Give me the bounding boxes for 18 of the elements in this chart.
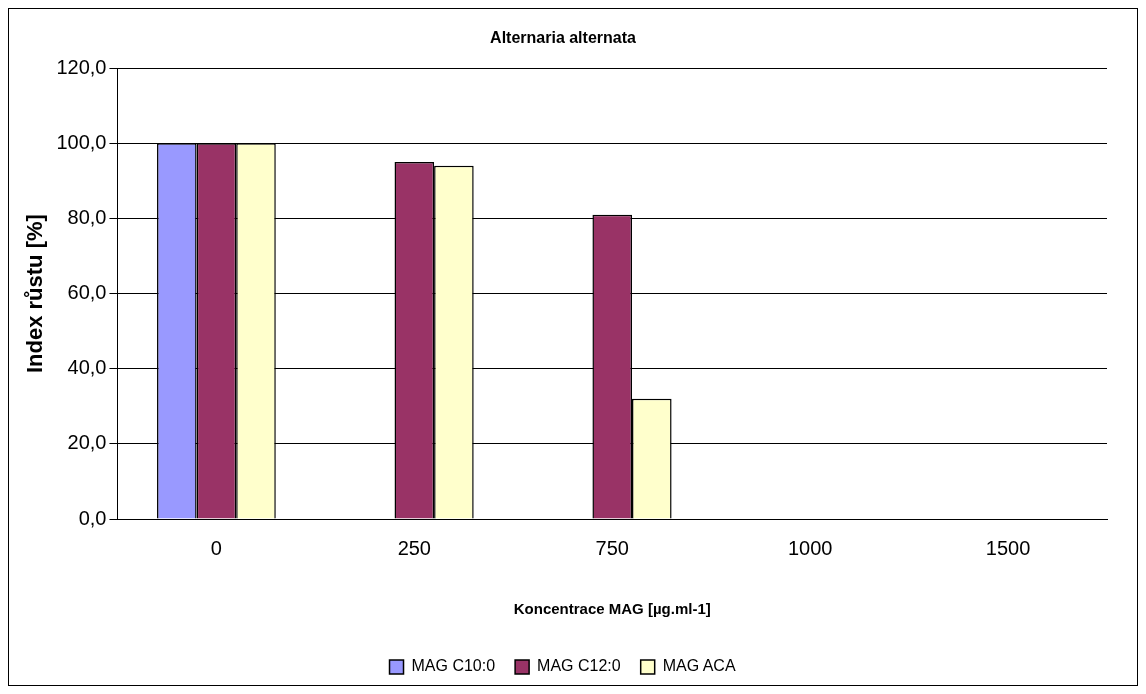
x-tick-label: 250 bbox=[397, 536, 431, 559]
y-tick-label: 120,0 bbox=[56, 55, 107, 78]
y-tick-label: 20,0 bbox=[67, 431, 107, 454]
x-axis-title: Koncentrace MAG [µg.ml-1] bbox=[513, 600, 711, 618]
x-tick-label: 1000 bbox=[787, 536, 833, 559]
y-tick-label: 100,0 bbox=[56, 130, 107, 153]
x-tick-label: 0 bbox=[210, 536, 222, 559]
y-tick-label: 80,0 bbox=[67, 205, 107, 228]
y-tick-label: 0,0 bbox=[78, 506, 107, 529]
x-tick-label: 750 bbox=[595, 536, 629, 559]
y-axis-title: Index růstu [%] bbox=[22, 214, 48, 374]
legend-label: MAG ACA bbox=[662, 657, 736, 675]
legend-label: MAG C10:0 bbox=[411, 657, 496, 675]
y-tick-label: 40,0 bbox=[67, 356, 107, 379]
y-tick-label: 60,0 bbox=[67, 281, 107, 304]
legend-label: MAG C12:0 bbox=[537, 657, 621, 675]
chart-title: Alternaria alternata bbox=[490, 29, 637, 47]
x-tick-label: 1500 bbox=[985, 536, 1031, 559]
